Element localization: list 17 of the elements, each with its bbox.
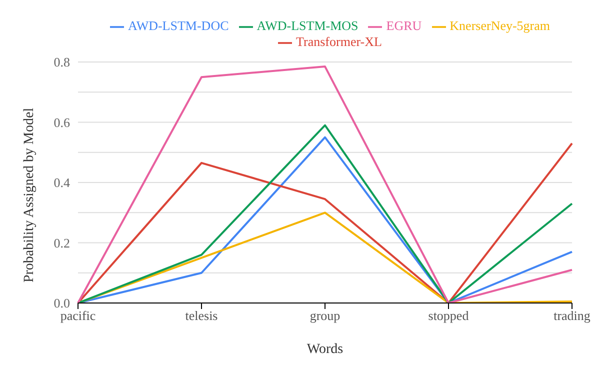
legend-label: AWD-LSTM-MOS — [256, 18, 358, 33]
x-tick-label: group — [310, 308, 340, 324]
y-tick-label: 0.2 — [54, 235, 70, 250]
x-tick-label: pacific — [60, 308, 96, 324]
x-axis-title: Words — [306, 342, 344, 357]
y-tick-label: 0.8 — [54, 54, 70, 70]
legend-label: EGRU — [386, 18, 422, 33]
legend-label: Transformer-XL — [296, 34, 382, 50]
y-tick-label: 0.4 — [54, 175, 70, 190]
x-tick-label: stopped — [428, 308, 470, 324]
y-tick-label: 0.0 — [54, 296, 70, 311]
y-tick-label: 0.6 — [54, 114, 70, 130]
legend-label: AWD-LSTM-DOC — [128, 18, 229, 33]
legend-label: KnerserNey-5gram — [450, 18, 550, 33]
x-tick-label: trading — [554, 308, 591, 324]
x-tick-label: telesis — [185, 308, 218, 324]
y-axis-title: Probability Assigned by Model — [22, 108, 37, 283]
